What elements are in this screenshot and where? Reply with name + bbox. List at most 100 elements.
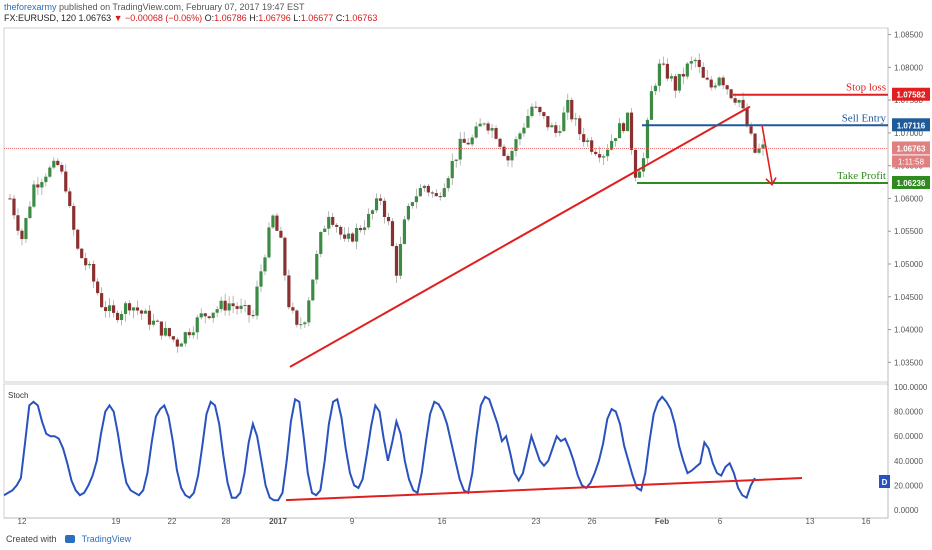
candle-body: [143, 310, 148, 314]
candle-body: [637, 171, 642, 178]
candle-body: [8, 198, 12, 200]
candle-body: [378, 198, 383, 201]
candle-body: [211, 312, 215, 319]
price-axis-label: 1.03500: [894, 358, 923, 367]
candle-body: [100, 293, 104, 308]
stoch-pane: [3, 383, 889, 519]
candle-body: [48, 167, 52, 177]
candle-body: [155, 320, 159, 322]
candle-body: [207, 316, 211, 319]
publish-line: theforexarmy published on TradingView.co…: [4, 2, 305, 12]
candle-body: [418, 188, 422, 197]
price-axis-label: 1.07000: [894, 129, 923, 138]
candle-body: [108, 305, 112, 312]
candle-body: [307, 300, 311, 323]
candle-body: [534, 106, 538, 108]
candle-body: [243, 305, 247, 307]
candle-body: [705, 77, 709, 80]
candle-body: [458, 138, 462, 160]
candle-body: [685, 63, 689, 77]
candle-body: [291, 307, 295, 311]
candle-body: [701, 67, 705, 78]
candle-body: [315, 253, 319, 280]
symbol-line: FX:EURUSD, 120 1.06763 ▼ −0.00068 (−0.06…: [4, 13, 377, 23]
price-trendline: [289, 105, 751, 368]
candle-body: [466, 142, 470, 145]
candle-body: [347, 233, 351, 239]
time-axis-label: 12: [18, 517, 27, 526]
time-axis-label: 19: [112, 517, 121, 526]
candle-body: [625, 112, 630, 132]
stop-loss-tag: 1.07582: [897, 91, 926, 100]
candle-body: [64, 171, 68, 192]
candle-body: [673, 76, 677, 91]
candle-body: [586, 140, 590, 143]
author-link[interactable]: theforexarmy: [4, 2, 57, 12]
candle-body: [287, 275, 291, 308]
candle-body: [462, 138, 466, 143]
open-value: 1.06786: [214, 13, 247, 23]
price-axis-label: 1.04000: [894, 326, 923, 335]
candle-body: [721, 77, 725, 86]
candle-body: [179, 343, 183, 347]
candle-body: [757, 148, 761, 153]
price-axis-label: 1.04500: [894, 293, 923, 302]
candle-body: [590, 140, 594, 152]
candle-body: [370, 210, 375, 214]
candle-body: [761, 144, 765, 149]
symbol-label: FX:EURUSD, 120: [4, 13, 77, 23]
candle-body: [111, 305, 116, 313]
candle-body: [215, 309, 219, 313]
stoch-axis-label: 80.0000: [894, 408, 923, 417]
tradingview-brand[interactable]: TradingView: [81, 534, 132, 544]
open-label: O:: [204, 13, 215, 23]
price-axis-label: 1.08000: [894, 63, 923, 72]
candle-body: [414, 196, 418, 203]
candle-body: [725, 85, 729, 90]
candle-body: [442, 188, 446, 197]
candle-body: [717, 77, 721, 86]
candle-body: [693, 59, 697, 62]
candle-body: [506, 155, 510, 161]
candle-body: [502, 146, 506, 156]
candle-body: [438, 196, 442, 198]
candle-body: [20, 230, 24, 240]
high-value: 1.06796: [258, 13, 291, 23]
candle-body: [84, 258, 88, 266]
candle-body: [127, 303, 132, 311]
candle-body: [733, 98, 737, 103]
candle-body: [343, 234, 347, 239]
candle-body: [366, 213, 371, 228]
candle-body: [546, 116, 550, 128]
low-value: 1.06677: [300, 13, 334, 23]
candle-body: [88, 263, 92, 266]
candle-body: [68, 191, 72, 207]
candle-body: [482, 123, 486, 125]
candle-body: [410, 202, 414, 206]
candle-body: [382, 200, 387, 217]
candle-body: [681, 73, 685, 77]
candle-body: [697, 59, 701, 68]
candle-body: [191, 332, 195, 336]
candle-body: [709, 79, 713, 88]
sell-entry-tag-bg: [892, 118, 930, 132]
candle-body: [227, 303, 231, 311]
candle-body: [36, 184, 40, 188]
candle-body: [203, 313, 207, 317]
candle-body: [131, 307, 136, 311]
candle-body: [566, 99, 570, 113]
stoch-line: [3, 395, 756, 502]
countdown-tag: 1:11:58: [898, 157, 925, 166]
candle-body: [737, 99, 741, 103]
candle-body: [478, 123, 482, 127]
candle-body: [247, 305, 251, 316]
candle-body: [617, 123, 622, 139]
candle-body: [355, 227, 359, 242]
candle-body: [267, 227, 271, 258]
price-pane: [3, 27, 889, 383]
stoch-axis-label: 40.0000: [894, 457, 923, 466]
candle-body: [319, 232, 323, 254]
candle-body: [522, 127, 526, 134]
candle-body: [518, 133, 522, 140]
